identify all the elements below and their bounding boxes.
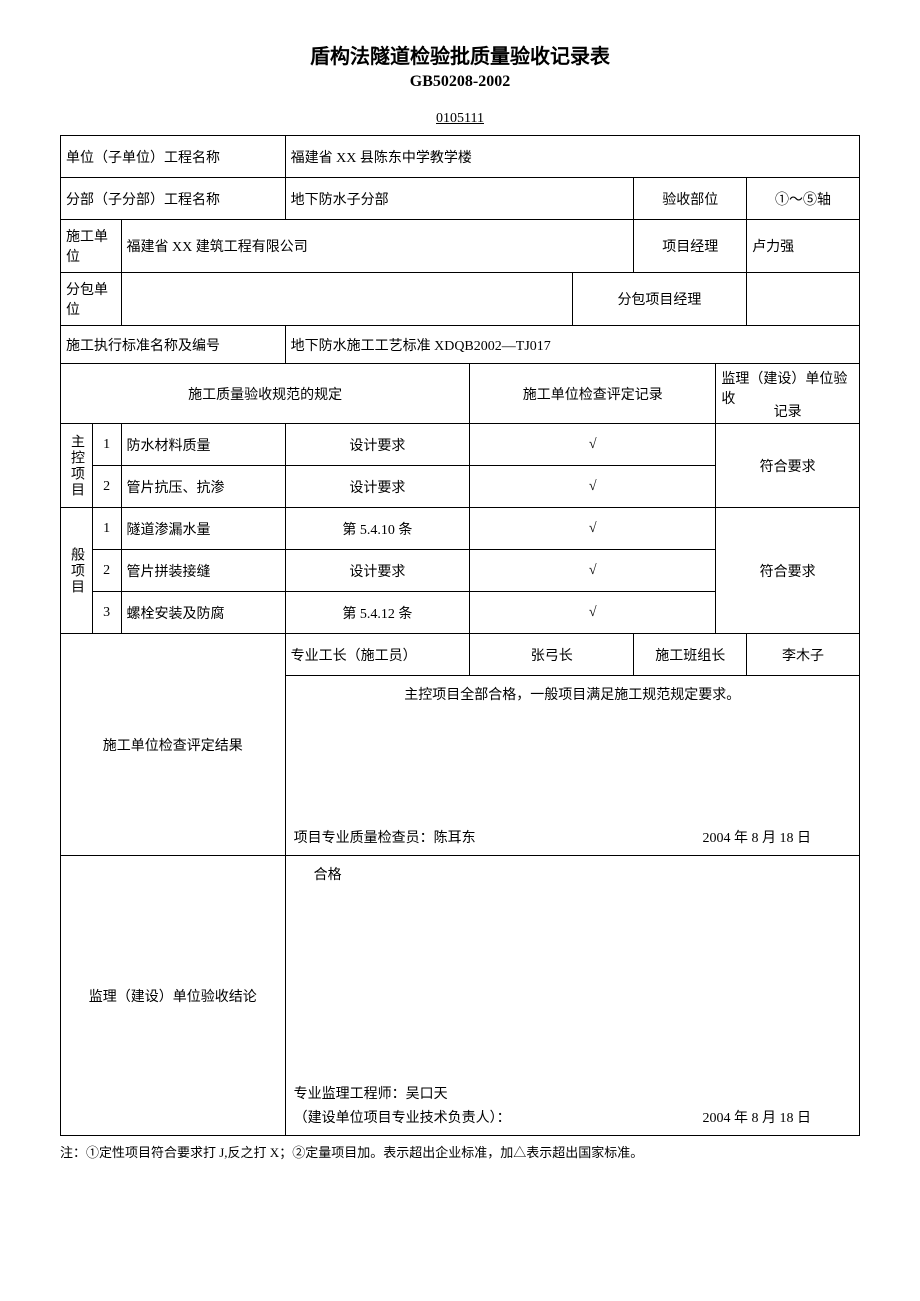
general-row-no: 1 [92,508,121,550]
main-row-check: √ [470,466,716,508]
subcontract-pm-label: 分包项目经理 [572,273,746,326]
supervisor-date: 2004 年 8 月 18 日 [703,1107,812,1127]
subcontract-pm-value [747,273,860,326]
general-row-check: √ [470,508,716,550]
project-manager-value: 卢力强 [747,220,860,273]
main-row-name: 管片抗压、抗渗 [121,466,285,508]
construct-unit-label: 施工单位 [61,220,122,273]
general-result: 符合要求 [716,508,860,634]
main-items-label: 主控项目 [61,424,93,508]
general-row-req: 设计要求 [285,550,470,592]
main-row-no: 1 [92,424,121,466]
engineer-name: 吴口天 [406,1087,448,1102]
check-record-header: 施工单位检查评定记录 [470,364,716,424]
document-subtitle: GB50208-2002 [60,73,860,91]
main-row-name: 防水材料质量 [121,424,285,466]
general-items-label: 般项目 [61,508,93,634]
subcontract-value [121,273,572,326]
main-row-req: 设计要求 [285,424,470,466]
inspector-label: 项目专业质量检查员： [294,831,434,846]
accept-part-value: ①～⑤轴 [747,178,860,220]
inspection-table: 单位（子单位）工程名称 福建省 XX 县陈东中学教学楼 分部（子分部）工程名称 … [60,135,860,1136]
main-result: 符合要求 [716,424,860,508]
document-number: 0105111 [60,111,860,127]
subcontract-label: 分包单位 [61,273,122,326]
main-row-check: √ [470,424,716,466]
unit-project-value: 福建省 XX 县陈东中学教学楼 [285,136,859,178]
sub-project-label: 分部（子分部）工程名称 [61,178,286,220]
standard-label: 施工执行标准名称及编号 [61,326,286,364]
general-row-req: 第 5.4.10 条 [285,508,470,550]
general-row-name: 螺栓安装及防腐 [121,592,285,634]
team-leader-label: 施工班组长 [634,634,747,676]
main-row-req: 设计要求 [285,466,470,508]
general-row-name: 管片拼装接缝 [121,550,285,592]
inspector-name: 陈耳东 [434,831,476,846]
supervisor-record-header: 监理（建设）单位验收 记录 [716,364,860,424]
construct-result-date: 2004 年 8 月 18 日 [703,827,812,847]
team-leader-name: 李木子 [747,634,860,676]
supervisor-conclusion: 合格 [294,864,851,884]
supervisor-result-block: 合格 专业监理工程师：吴口天 （建设单位项目专业技术负责人）： 2004 年 8… [285,856,859,1136]
record-suffix: 记录 [716,401,859,421]
unit-project-label: 单位（子单位）工程名称 [61,136,286,178]
owner-label: （建设单位项目专业技术负责人）： [294,1111,511,1126]
supervisor-result-label: 监理（建设）单位验收结论 [61,856,286,1136]
construct-result-label: 施工单位检查评定结果 [61,634,286,856]
engineer-label: 专业监理工程师： [294,1087,406,1102]
document-title: 盾构法隧道检验批质量验收记录表 [60,40,860,69]
foreman-name: 张弓长 [470,634,634,676]
construct-result-conclusion: 主控项目全部合格，一般项目满足施工规范规定要求。 [286,684,859,704]
accept-part-label: 验收部位 [634,178,747,220]
general-row-req: 第 5.4.12 条 [285,592,470,634]
general-row-name: 隧道渗漏水量 [121,508,285,550]
sub-project-value: 地下防水子分部 [285,178,634,220]
main-row-no: 2 [92,466,121,508]
project-manager-label: 项目经理 [634,220,747,273]
spec-rule-header: 施工质量验收规范的规定 [61,364,470,424]
general-row-check: √ [470,592,716,634]
construct-result-block: 主控项目全部合格，一般项目满足施工规范规定要求。 项目专业质量检查员：陈耳东 2… [285,676,859,856]
standard-value: 地下防水施工工艺标准 XDQB2002—TJ017 [285,326,859,364]
general-row-check: √ [470,550,716,592]
foreman-label: 专业工长（施工员） [285,634,470,676]
footnote: 注：①定性项目符合要求打 J,反之打 X；②定量项目加。表示超出企业标准，加△表… [60,1142,860,1161]
general-row-no: 3 [92,592,121,634]
construct-unit-value: 福建省 XX 建筑工程有限公司 [121,220,634,273]
general-row-no: 2 [92,550,121,592]
